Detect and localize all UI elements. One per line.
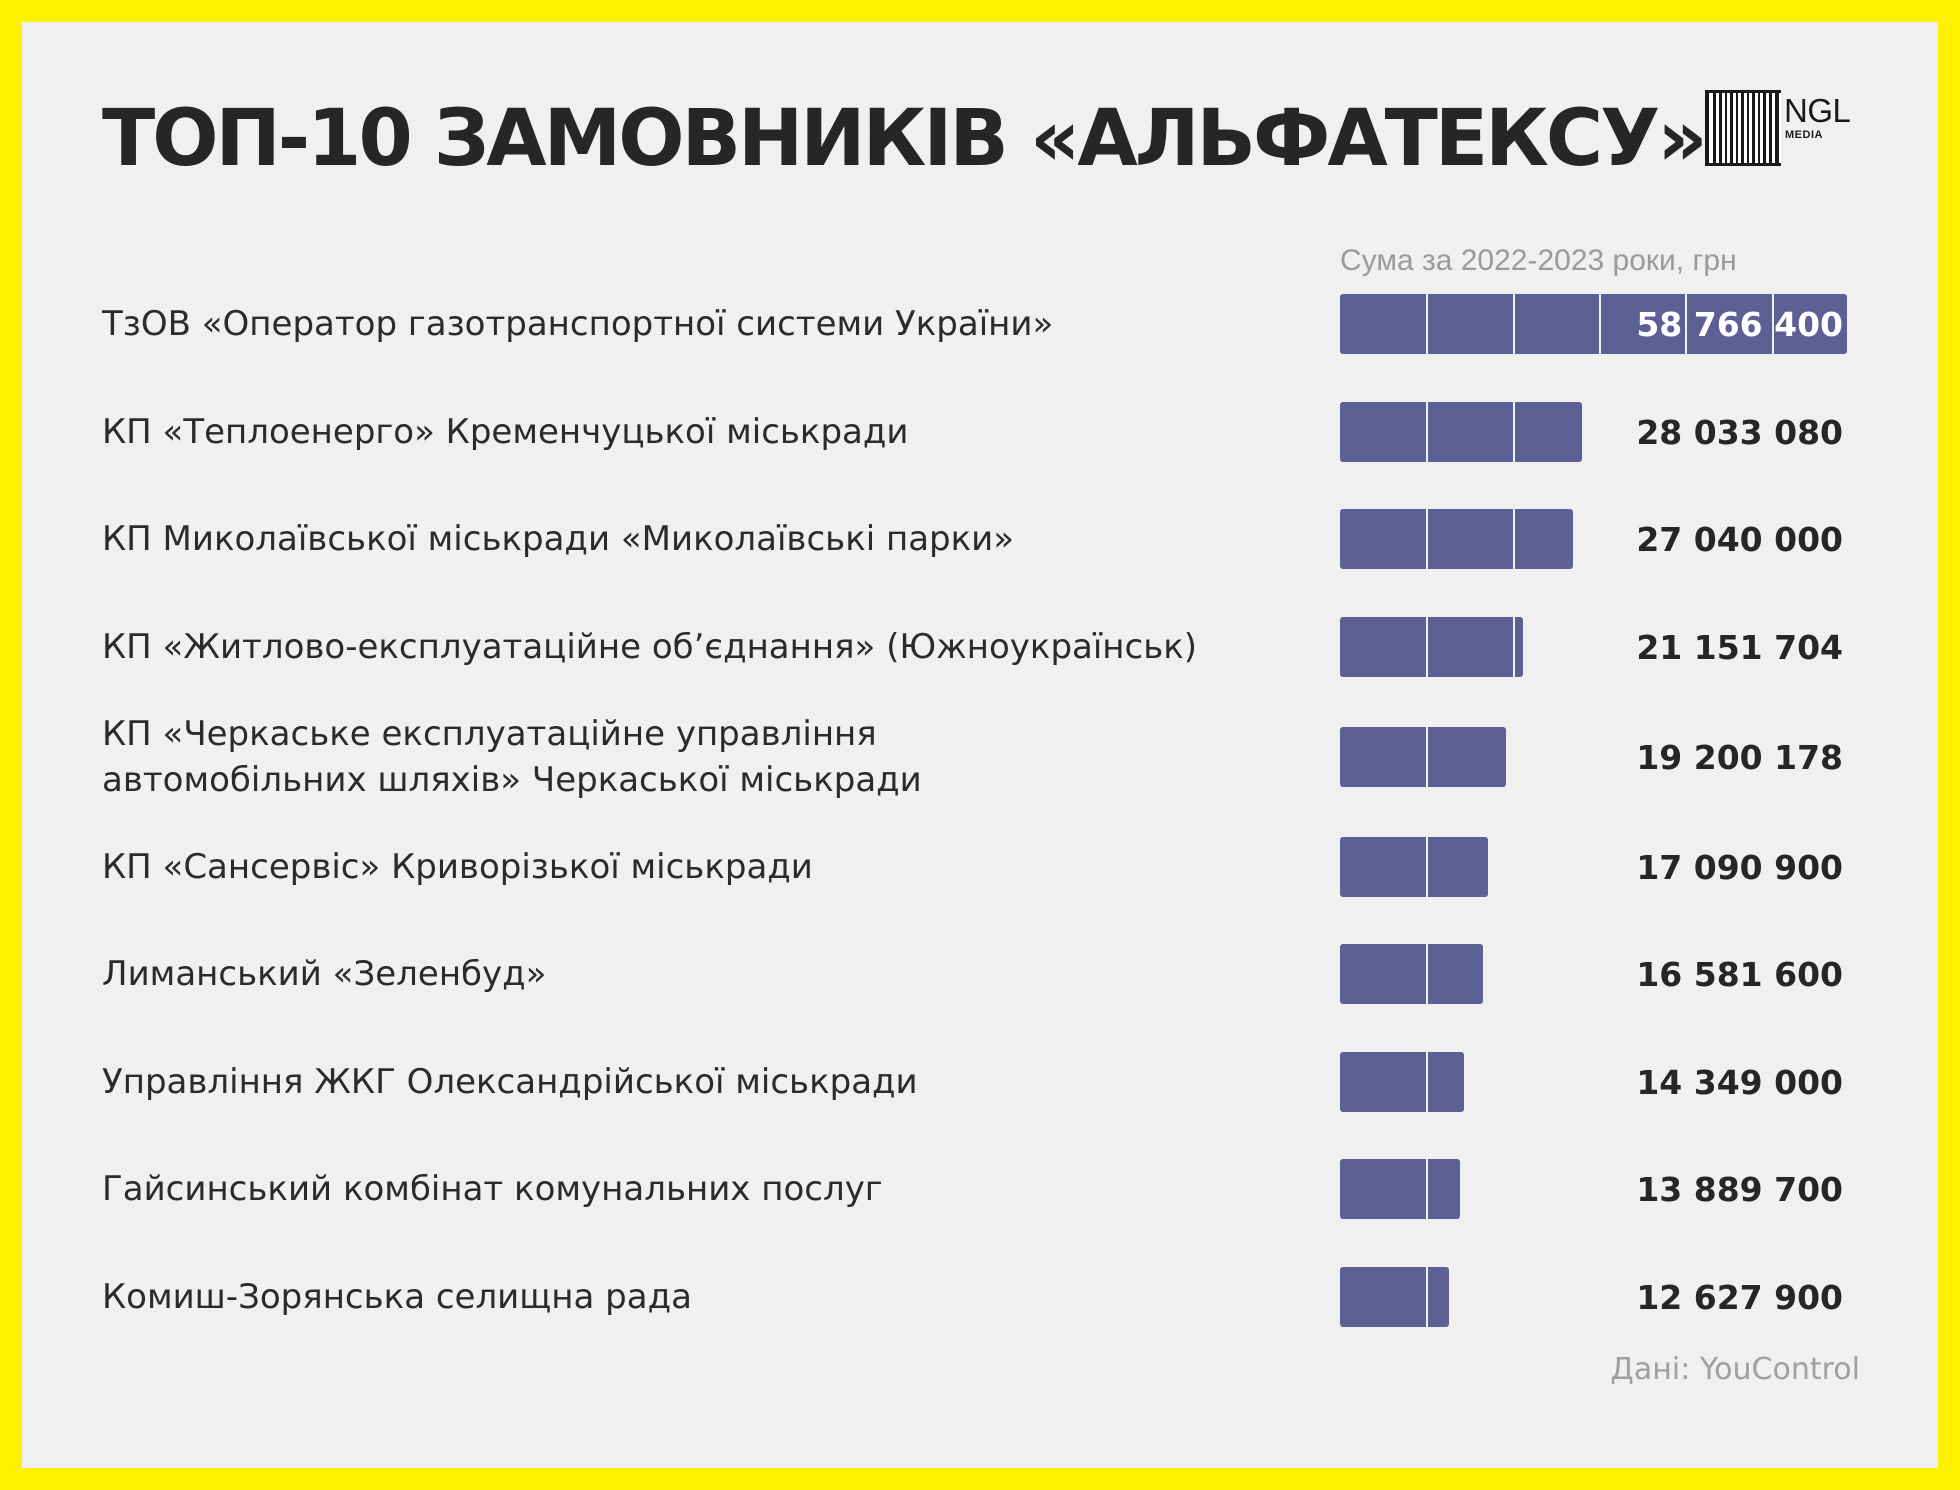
value-label: 17 090 900 [1636, 847, 1843, 887]
value-label: 27 040 000 [1636, 519, 1843, 559]
gridline [1426, 402, 1428, 462]
gridline [1685, 294, 1687, 354]
value-label: 19 200 178 [1636, 737, 1843, 777]
category-label: ТзОВ «Оператор газотранспортної системи … [102, 304, 1054, 344]
bar [1340, 1052, 1464, 1112]
chart-row: ТзОВ «Оператор газотранспортної системи … [22, 279, 1938, 369]
bar-area [1340, 1252, 1860, 1342]
chart-row: КП «Сансервіс» Криворізької міськради 17 … [22, 822, 1938, 912]
category-label: КП «Черкаське експлуатаційне управління … [102, 714, 922, 800]
bar-chart: ТзОВ «Оператор газотранспортної системи … [22, 22, 1938, 1468]
gridline [1426, 294, 1428, 354]
value-label: 21 151 704 [1636, 627, 1843, 667]
category-label: КП Миколаївської міськради «Миколаївські… [102, 519, 1015, 559]
value-label: 14 349 000 [1636, 1062, 1843, 1102]
bar-area [1340, 602, 1860, 692]
data-source: Дані: YouControl [1610, 1352, 1860, 1387]
bar-area [1340, 279, 1860, 369]
bar [1340, 1159, 1460, 1219]
category-label: Управління ЖКГ Олександрійської міськрад… [102, 1062, 918, 1102]
bar-area [1340, 494, 1860, 584]
value-label: 12 627 900 [1636, 1277, 1843, 1317]
bar [1340, 617, 1523, 677]
chart-row: Управління ЖКГ Олександрійської міськрад… [22, 1037, 1938, 1127]
value-label: 16 581 600 [1636, 954, 1843, 994]
chart-title: ТОП-10 ЗАМОВНИКІВ «АЛЬФАТЕКСУ» [102, 94, 1708, 184]
logo-subtext: MEDIA [1785, 129, 1823, 141]
logo-stripes-icon [1705, 90, 1781, 166]
category-label: Лиманський «Зеленбуд» [102, 954, 547, 994]
gridline [1426, 837, 1428, 897]
gridline [1513, 617, 1515, 677]
bar-area [1340, 1144, 1860, 1234]
gridline [1426, 1267, 1428, 1327]
chart-row: Комиш-Зорянська селищна рада 12 627 900 [22, 1252, 1938, 1342]
bar-area [1340, 1037, 1860, 1127]
gridline [1426, 617, 1428, 677]
chart-row: КП Миколаївської міськради «Миколаївські… [22, 494, 1938, 584]
chart-row: Гайсинський комбінат комунальних послуг 1… [22, 1144, 1938, 1234]
category-label: КП «Сансервіс» Криворізької міськради [102, 847, 813, 887]
chart-row: Лиманський «Зеленбуд» 16 581 600 [22, 929, 1938, 1019]
category-label: КП «Житлово-експлуатаційне об’єднання» (… [102, 627, 1198, 667]
gridline [1426, 1159, 1428, 1219]
bar [1340, 837, 1488, 897]
bar [1340, 727, 1506, 787]
category-label: КП «Теплоенерго» Кременчуцької міськради [102, 412, 909, 452]
gridline [1599, 294, 1601, 354]
gridline [1513, 402, 1515, 462]
bar [1340, 1267, 1449, 1327]
bar-area [1340, 929, 1860, 1019]
bar [1340, 944, 1483, 1004]
chart-row: КП «Черкаське експлуатаційне управління … [22, 712, 1938, 802]
logo-text: NGL [1784, 92, 1851, 129]
bar [1340, 294, 1847, 354]
chart-row: КП «Теплоенерго» Кременчуцької міськради… [22, 387, 1938, 477]
gridline [1426, 509, 1428, 569]
bar-area [1340, 712, 1860, 802]
chart-row: КП «Житлово-експлуатаційне об’єднання» (… [22, 602, 1938, 692]
value-label: 28 033 080 [1636, 412, 1843, 452]
chart-subtitle: Сума за 2022-2023 роки, грн [1340, 244, 1737, 277]
bar-area [1340, 387, 1860, 477]
chart-panel: ТОП-10 ЗАМОВНИКІВ «АЛЬФАТЕКСУ» [22, 22, 1938, 1468]
gridline [1772, 294, 1774, 354]
bar-area [1340, 822, 1860, 912]
value-label: 58 766 400 [1636, 304, 1843, 344]
gridline [1426, 1052, 1428, 1112]
category-label: Комиш-Зорянська селищна рада [102, 1277, 692, 1317]
gridline [1513, 509, 1515, 569]
value-label: 13 889 700 [1636, 1169, 1843, 1209]
ngl-media-logo: NGL MEDIA [1705, 90, 1865, 170]
gridline [1426, 727, 1428, 787]
gridline [1513, 294, 1515, 354]
category-label: Гайсинський комбінат комунальних послуг [102, 1169, 883, 1209]
bar [1340, 509, 1573, 569]
gridline [1426, 944, 1428, 1004]
bar [1340, 402, 1582, 462]
